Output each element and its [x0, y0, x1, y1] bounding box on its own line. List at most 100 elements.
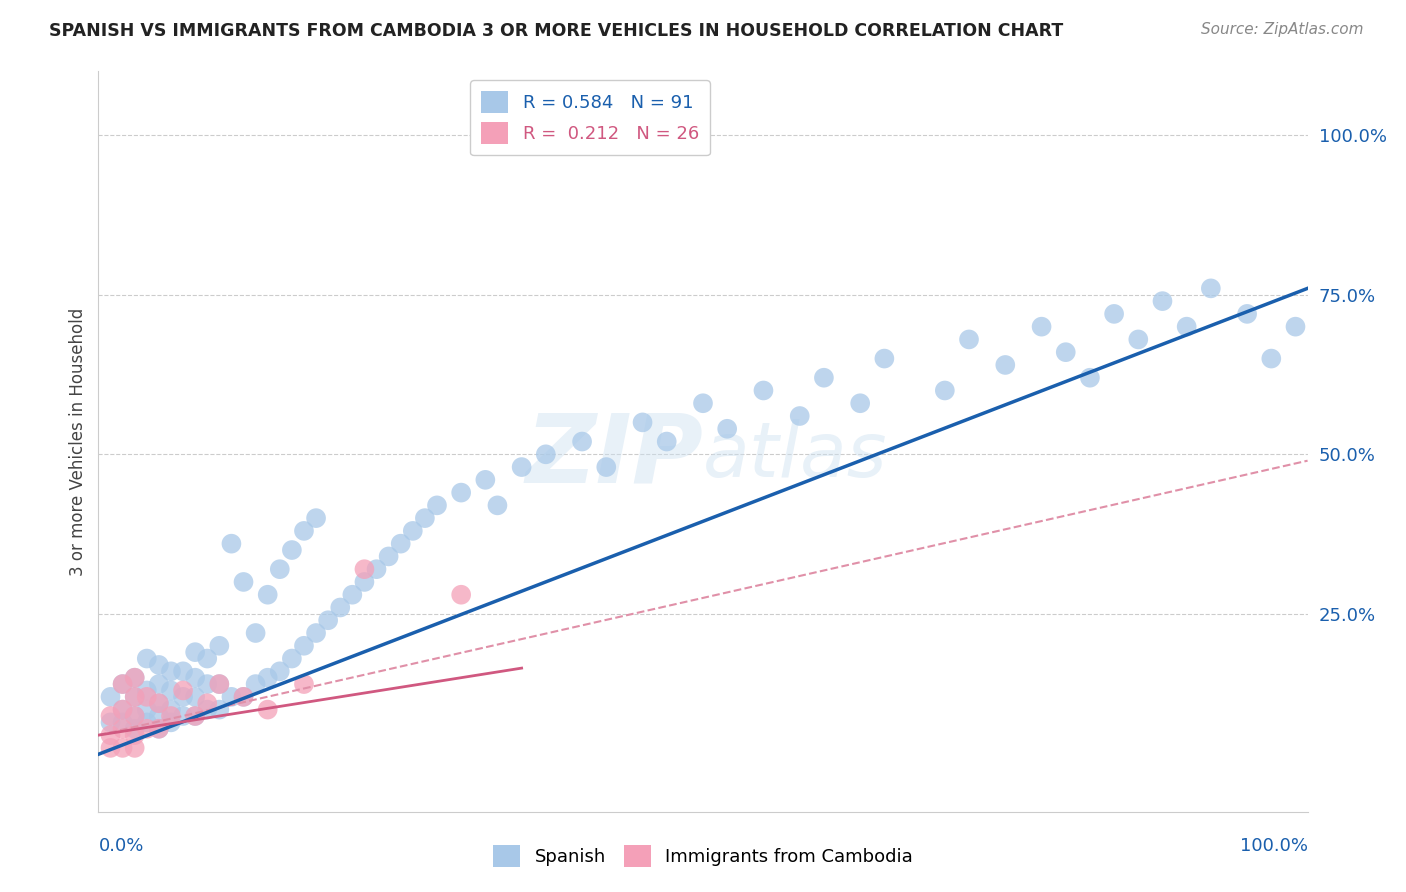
Point: [232, 690, 254, 704]
Point: [148, 696, 170, 710]
Point: [292, 677, 315, 691]
Point: [111, 677, 134, 691]
Point: [366, 562, 388, 576]
Point: [631, 416, 654, 430]
Point: [292, 524, 315, 538]
Point: [111, 715, 134, 730]
Point: [160, 715, 183, 730]
Point: [148, 709, 170, 723]
Point: [716, 422, 738, 436]
Text: 100.0%: 100.0%: [1240, 838, 1308, 855]
Point: [208, 677, 231, 691]
Point: [208, 677, 231, 691]
Point: [534, 447, 557, 461]
Point: [124, 671, 146, 685]
Point: [195, 651, 218, 665]
Point: [172, 690, 194, 704]
Point: [184, 709, 207, 723]
Point: [135, 683, 157, 698]
Point: [450, 588, 472, 602]
Point: [160, 683, 183, 698]
Point: [994, 358, 1017, 372]
Point: [1284, 319, 1306, 334]
Point: [221, 690, 243, 704]
Point: [655, 434, 678, 449]
Point: [256, 588, 278, 602]
Point: [148, 722, 170, 736]
Point: [135, 651, 157, 665]
Point: [413, 511, 436, 525]
Text: 0.0%: 0.0%: [98, 838, 143, 855]
Point: [269, 665, 291, 679]
Point: [377, 549, 399, 564]
Point: [305, 511, 328, 525]
Point: [813, 370, 835, 384]
Point: [269, 562, 291, 576]
Point: [124, 690, 146, 704]
Point: [256, 703, 278, 717]
Point: [124, 690, 146, 704]
Point: [316, 613, 339, 627]
Text: ZIP: ZIP: [524, 409, 703, 503]
Point: [100, 709, 122, 723]
Point: [124, 671, 146, 685]
Point: [1175, 319, 1198, 334]
Point: [849, 396, 872, 410]
Point: [450, 485, 472, 500]
Point: [329, 600, 352, 615]
Point: [1260, 351, 1282, 366]
Point: [1152, 294, 1174, 309]
Point: [124, 722, 146, 736]
Point: [195, 696, 218, 710]
Point: [281, 651, 304, 665]
Point: [256, 671, 278, 685]
Point: [111, 677, 134, 691]
Point: [124, 709, 146, 723]
Point: [232, 574, 254, 589]
Point: [934, 384, 956, 398]
Point: [245, 677, 267, 691]
Point: [100, 728, 122, 742]
Point: [1199, 281, 1222, 295]
Point: [595, 460, 617, 475]
Point: [135, 690, 157, 704]
Point: [184, 709, 207, 723]
Legend: Spanish, Immigrants from Cambodia: Spanish, Immigrants from Cambodia: [485, 838, 921, 874]
Point: [195, 703, 218, 717]
Point: [426, 499, 449, 513]
Point: [1236, 307, 1258, 321]
Text: atlas: atlas: [703, 419, 887, 493]
Point: [353, 562, 375, 576]
Point: [692, 396, 714, 410]
Point: [184, 645, 207, 659]
Point: [184, 690, 207, 704]
Point: [305, 626, 328, 640]
Point: [148, 696, 170, 710]
Point: [1102, 307, 1125, 321]
Point: [135, 703, 157, 717]
Point: [184, 671, 207, 685]
Point: [135, 715, 157, 730]
Point: [232, 690, 254, 704]
Point: [1054, 345, 1077, 359]
Point: [342, 588, 364, 602]
Point: [111, 703, 134, 717]
Text: SPANISH VS IMMIGRANTS FROM CAMBODIA 3 OR MORE VEHICLES IN HOUSEHOLD CORRELATION : SPANISH VS IMMIGRANTS FROM CAMBODIA 3 OR…: [49, 22, 1063, 40]
Point: [124, 740, 146, 755]
Point: [100, 715, 122, 730]
Point: [402, 524, 425, 538]
Point: [160, 665, 183, 679]
Point: [111, 703, 134, 717]
Point: [1128, 333, 1150, 347]
Point: [510, 460, 533, 475]
Point: [752, 384, 775, 398]
Point: [148, 677, 170, 691]
Point: [571, 434, 593, 449]
Point: [160, 703, 183, 717]
Point: [111, 740, 134, 755]
Point: [135, 722, 157, 736]
Point: [148, 722, 170, 736]
Point: [160, 709, 183, 723]
Point: [789, 409, 811, 423]
Point: [208, 703, 231, 717]
